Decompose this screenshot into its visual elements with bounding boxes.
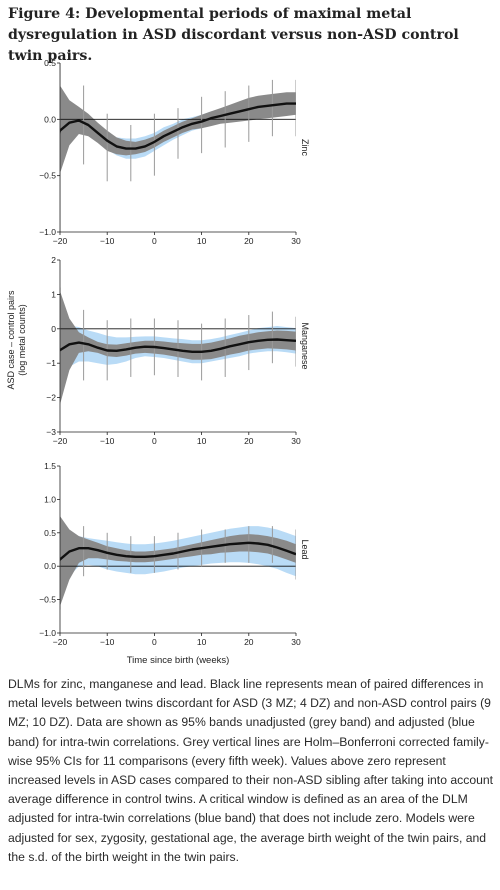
y-tick-label: −1.0 [39,227,56,237]
x-tick-label: 20 [244,436,254,446]
x-tick-label: 20 [244,236,254,246]
y-axis-label-line2: (log metal counts) [17,304,27,376]
x-tick-label: 30 [291,637,301,647]
y-tick-label: −0.5 [39,595,56,605]
mean-line [60,102,296,150]
figure-caption: DLMs for zinc, manganese and lead. Black… [8,677,494,864]
y-tick-label: −2 [46,393,56,403]
y-tick-label: −0.5 [39,171,56,181]
x-tick-label: −10 [100,637,115,647]
x-tick-label: 30 [291,436,301,446]
x-tick-label: −10 [100,236,115,246]
x-tick-label: 10 [197,436,207,446]
figure-title: Figure 4: Developmental periods of maxim… [8,6,459,64]
mean-line [60,338,296,353]
x-tick-label: 0 [152,637,157,647]
x-tick-label: 10 [197,236,207,246]
y-tick-label: 0.0 [44,561,56,571]
x-tick-label: 0 [152,236,157,246]
x-tick-label: −20 [53,436,68,446]
panel-label: Zinc [300,139,310,157]
y-tick-label: 0 [51,324,56,334]
unadjusted-band [60,85,296,174]
x-axis-label: Time since birth (weeks) [127,655,230,666]
x-tick-label: −10 [100,436,115,446]
panel-lead: −1.0 −0.5 0.0 0.5 1.0 1.5 −20 −10 0 10 20 30 Lead [39,461,310,647]
unadjusted-band [60,291,296,405]
x-tick-label: −20 [53,637,68,647]
x-tick-label: 30 [291,236,301,246]
plot-area [60,63,296,232]
y-tick-label: 0.5 [44,58,56,68]
plot-area [60,287,296,405]
y-axis-label-line1: ASD case – control pairs [6,290,16,390]
shared-y-axis-label: ASD case – control pairs (log metal coun… [6,290,27,390]
y-tick-label: 2 [51,255,56,265]
y-tick-label: −1 [46,358,56,368]
mean-line [60,541,296,562]
y-tick-label: 1 [51,289,56,299]
y-tick-label: 0.5 [44,528,56,538]
y-tick-label: 1.0 [44,494,56,504]
x-tick-label: 0 [152,436,157,446]
y-tick-label: −3 [46,427,56,437]
panel-zinc: −1.0 −0.5 0.0 0.5 −20 −10 0 10 20 30 Zinc [39,58,310,246]
unadjusted-band [60,516,296,607]
plot-area [60,516,296,610]
x-tick-label: 20 [244,637,254,647]
panel-label: Lead [300,539,310,559]
y-tick-label: 1.5 [44,461,56,471]
panel-label: Manganese [300,322,310,369]
x-tick-label: 10 [197,637,207,647]
y-tick-label: −1.0 [39,628,56,638]
x-tick-label: −20 [53,236,68,246]
figure-panels: ASD case – control pairs (log metal coun… [6,58,310,666]
y-tick-label: 0.0 [44,114,56,124]
